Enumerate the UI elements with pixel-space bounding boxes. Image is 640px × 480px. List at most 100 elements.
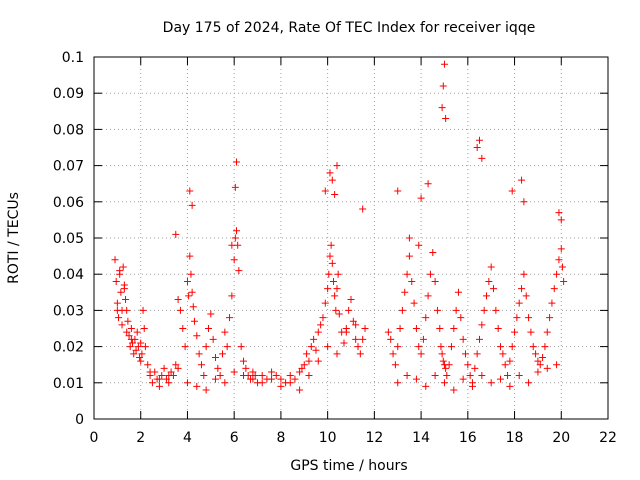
data-point: [221, 379, 229, 387]
data-point: [440, 379, 448, 387]
data-point: [119, 263, 127, 271]
data-point: [300, 361, 308, 369]
data-point: [387, 335, 395, 343]
data-point: [325, 270, 333, 278]
data-point: [473, 350, 481, 358]
x-tick-label: 8: [276, 430, 285, 446]
data-point: [405, 234, 413, 242]
data-point: [134, 343, 142, 351]
data-point: [179, 325, 187, 332]
y-tick-label: 0.02: [53, 340, 84, 356]
data-point: [125, 332, 133, 340]
data-point: [401, 288, 409, 296]
data-point: [249, 368, 257, 376]
data-point: [167, 368, 175, 376]
data-point: [162, 375, 170, 383]
data-point: [174, 296, 182, 304]
data-point: [190, 317, 198, 325]
data-point: [438, 104, 446, 112]
data-point: [536, 361, 544, 369]
data-point: [459, 375, 467, 383]
data-point: [186, 187, 194, 195]
data-point: [233, 227, 241, 235]
data-point: [188, 201, 196, 209]
data-point: [331, 292, 339, 300]
x-tick-label: 14: [412, 430, 430, 446]
data-point: [188, 288, 196, 296]
data-point: [277, 382, 285, 390]
data-point: [234, 241, 242, 249]
data-point: [391, 361, 399, 369]
data-point: [314, 357, 322, 365]
data-point: [249, 375, 257, 383]
data-point: [499, 350, 507, 358]
data-point: [485, 277, 493, 285]
data-point: [534, 357, 542, 365]
data-point: [186, 252, 194, 260]
data-point: [172, 361, 180, 369]
data-point: [332, 306, 340, 314]
data-point: [216, 372, 224, 380]
data-point: [494, 325, 502, 332]
data-point: [417, 350, 425, 358]
data-point: [415, 343, 423, 351]
data-point: [532, 350, 540, 358]
data-point: [127, 335, 135, 343]
data-point: [359, 335, 367, 343]
data-point: [417, 194, 425, 202]
data-point: [527, 328, 535, 336]
data-point: [394, 379, 402, 387]
data-point: [172, 230, 180, 238]
data-point: [231, 183, 239, 191]
y-tick-label: 0.01: [53, 376, 84, 392]
data-point: [296, 386, 304, 394]
data-point: [389, 350, 397, 358]
data-point: [394, 343, 402, 351]
data-point: [412, 325, 420, 332]
data-point: [403, 270, 411, 278]
x-tick-label: 16: [459, 430, 477, 446]
data-point: [231, 234, 239, 242]
data-point: [140, 325, 148, 332]
data-point: [328, 176, 336, 184]
data-point: [113, 299, 121, 307]
data-point: [497, 375, 505, 383]
data-point: [335, 310, 343, 318]
data-point: [557, 245, 565, 253]
y-tick-label: 0.05: [53, 231, 84, 247]
data-point: [214, 364, 222, 372]
data-point: [539, 353, 547, 361]
x-tick-label: 0: [90, 430, 99, 446]
x-tick-label: 4: [183, 430, 192, 446]
data-point: [122, 296, 130, 304]
data-point: [442, 364, 450, 372]
data-point: [117, 288, 125, 296]
chart-title: Day 175 of 2024, Rate Of TEC Index for r…: [163, 20, 536, 36]
data-point: [219, 350, 226, 358]
x-axis-title: GPS time / hours: [290, 458, 407, 474]
data-point: [202, 343, 210, 351]
data-point: [452, 306, 460, 314]
data-point: [123, 306, 131, 314]
data-point: [111, 256, 119, 264]
data-point: [193, 332, 201, 340]
data-point: [133, 328, 141, 336]
data-point: [160, 364, 168, 372]
data-point: [396, 325, 404, 332]
data-point: [342, 328, 350, 336]
data-point: [286, 372, 294, 380]
y-tick-label: 0.09: [53, 86, 84, 102]
data-point: [181, 343, 189, 351]
data-point: [501, 361, 509, 369]
data-point: [197, 361, 205, 369]
y-axis-ticks: 0 0.01 0.02 0.03 0.04 0.05 0.06 0.07 0.08 0.09 0.1: [53, 50, 608, 428]
data-point: [321, 299, 329, 307]
data-point: [464, 361, 472, 369]
data-point: [165, 372, 173, 380]
data-point: [478, 372, 486, 380]
x-tick-label: 10: [319, 430, 337, 446]
data-point: [506, 382, 514, 390]
y-tick-label: 0: [75, 412, 84, 428]
data-point: [226, 314, 234, 322]
data-point: [268, 375, 276, 383]
